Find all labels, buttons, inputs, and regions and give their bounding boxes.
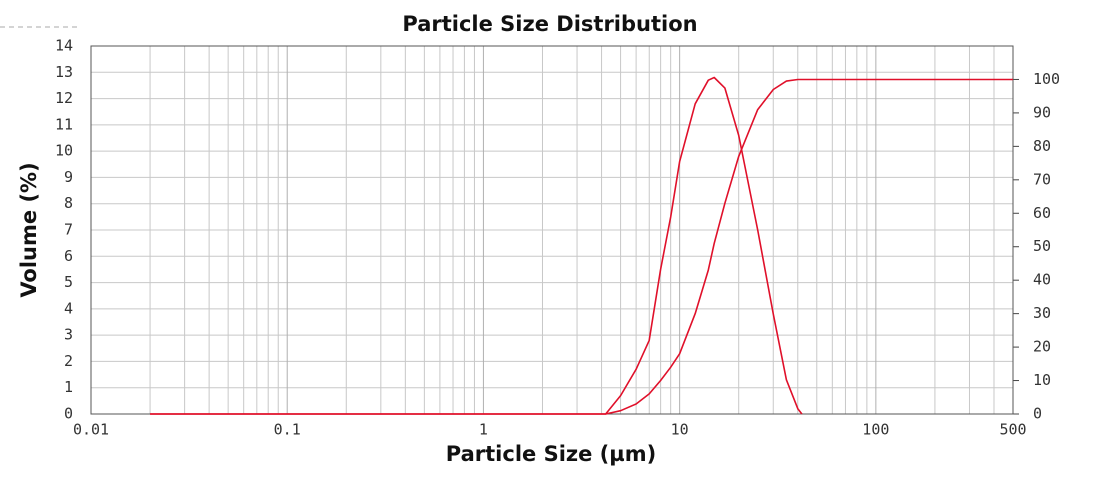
y2-tick-label: 100: [1033, 70, 1060, 88]
y2-tick-label: 20: [1033, 338, 1051, 356]
x-tick-label: 500: [999, 421, 1026, 439]
y-axis-label: Volume (%): [17, 162, 41, 297]
x-tick-label: 0.01: [73, 421, 109, 439]
y2-tick-label: 0: [1033, 405, 1042, 423]
x-tick-label: 10: [671, 421, 689, 439]
x-tick-label: 0.1: [274, 421, 301, 439]
y2-tick-label: 90: [1033, 103, 1051, 121]
x-axis-label: Particle Size (µm): [446, 442, 656, 466]
y-tick-label: 2: [64, 352, 73, 370]
series-line: [150, 78, 1013, 415]
y-tick-label: 7: [64, 221, 73, 239]
y-tick-label: 4: [64, 299, 73, 317]
y-tick-label: 5: [64, 273, 73, 291]
series-line: [150, 76, 803, 415]
chart-title: Particle Size Distribution: [402, 12, 697, 36]
y2-tick-label: 50: [1033, 237, 1051, 255]
y2-tick-label: 80: [1033, 137, 1051, 155]
y-tick-label: 1: [64, 378, 73, 396]
y-tick-label: 13: [55, 63, 73, 81]
y-tick-label: 8: [64, 194, 73, 212]
x-tick-label: 100: [862, 421, 889, 439]
y2-tick-label: 40: [1033, 271, 1051, 289]
y-tick-label: 10: [55, 142, 73, 160]
y2-tick-label: 70: [1033, 170, 1051, 188]
y-tick-label: 6: [64, 247, 73, 265]
y-tick-label: 0: [64, 405, 73, 423]
y-tick-label: 12: [55, 89, 73, 107]
x-tick-label: 1: [479, 421, 488, 439]
y-tick-label: 11: [55, 115, 73, 133]
y2-tick-label: 30: [1033, 304, 1051, 322]
y-tick-label: 3: [64, 326, 73, 344]
y-tick-label: 14: [55, 37, 73, 55]
y-tick-label: 9: [64, 168, 73, 186]
y2-tick-label: 60: [1033, 204, 1051, 222]
y2-tick-label: 10: [1033, 371, 1051, 389]
